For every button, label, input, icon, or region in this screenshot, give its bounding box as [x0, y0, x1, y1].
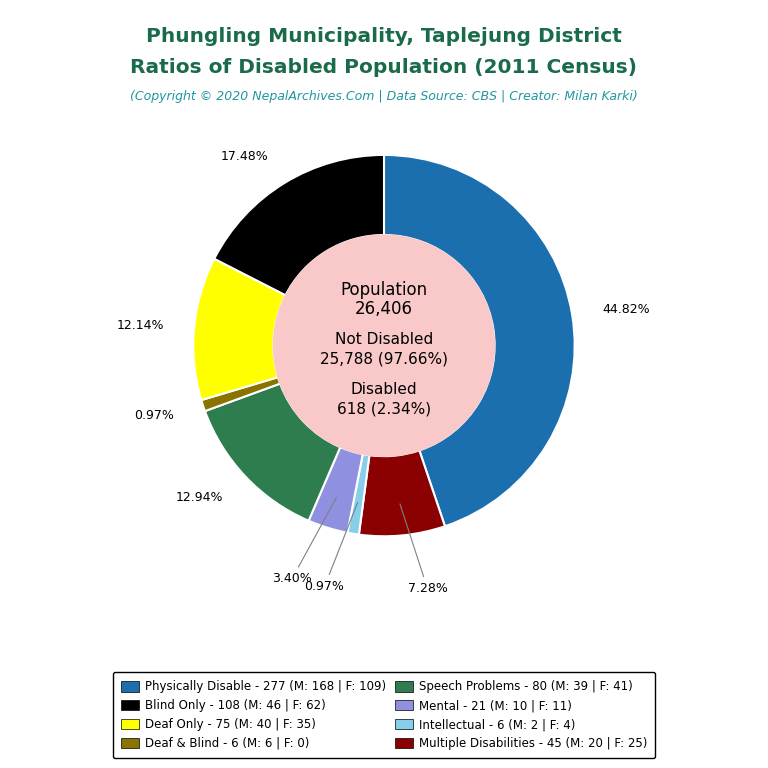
Text: 26,406: 26,406	[355, 300, 413, 319]
Text: 618 (2.34%): 618 (2.34%)	[337, 401, 431, 416]
Text: 3.40%: 3.40%	[272, 498, 336, 585]
Text: 0.97%: 0.97%	[134, 409, 174, 422]
Text: Ratios of Disabled Population (2011 Census): Ratios of Disabled Population (2011 Cens…	[131, 58, 637, 77]
Text: 17.48%: 17.48%	[221, 151, 269, 164]
Text: 0.97%: 0.97%	[305, 502, 358, 593]
Wedge shape	[194, 259, 286, 400]
Wedge shape	[359, 450, 445, 536]
Wedge shape	[214, 155, 384, 295]
Text: 25,788 (97.66%): 25,788 (97.66%)	[320, 352, 448, 366]
Text: Disabled: Disabled	[351, 382, 417, 397]
Text: Not Disabled: Not Disabled	[335, 333, 433, 347]
Text: Population: Population	[340, 281, 428, 300]
Text: Phungling Municipality, Taplejung District: Phungling Municipality, Taplejung Distri…	[146, 27, 622, 46]
Wedge shape	[309, 447, 362, 533]
Text: 12.14%: 12.14%	[116, 319, 164, 332]
Wedge shape	[384, 155, 574, 526]
Wedge shape	[201, 377, 280, 411]
Text: (Copyright © 2020 NepalArchives.Com | Data Source: CBS | Creator: Milan Karki): (Copyright © 2020 NepalArchives.Com | Da…	[130, 90, 638, 103]
Circle shape	[273, 235, 495, 456]
Text: 12.94%: 12.94%	[176, 491, 223, 504]
Wedge shape	[347, 454, 369, 535]
Text: 7.28%: 7.28%	[400, 504, 448, 595]
Legend: Physically Disable - 277 (M: 168 | F: 109), Blind Only - 108 (M: 46 | F: 62), De: Physically Disable - 277 (M: 168 | F: 10…	[113, 672, 655, 758]
Wedge shape	[205, 383, 340, 521]
Text: 44.82%: 44.82%	[602, 303, 650, 316]
